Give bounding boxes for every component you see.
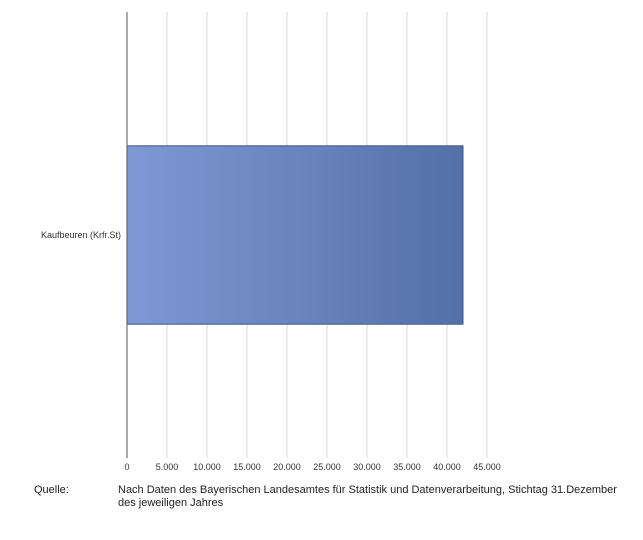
bar-chart: 0 5.000 10.000 15.000 20.000 25.000 30.000 35.0…	[41, 12, 501, 472]
x-tick-label: 35.000	[393, 462, 421, 472]
x-tick-label: 10.000	[193, 462, 221, 472]
x-tick-label: 30.000	[353, 462, 381, 472]
category-labels: Kaufbeuren (Krfr.St)	[41, 230, 121, 240]
source-text: Nach Daten des Bayerischen Landesamtes f…	[118, 484, 617, 509]
bar	[126, 145, 464, 325]
bars	[126, 145, 464, 325]
x-tick-label: 40.000	[433, 462, 461, 472]
x-tick-label: 15.000	[233, 462, 261, 472]
x-tick-label: 5.000	[156, 462, 179, 472]
x-tick-labels: 0 5.000 10.000 15.000 20.000 25.000 30.000 35.0…	[124, 462, 500, 472]
category-label: Kaufbeuren (Krfr.St)	[41, 230, 121, 240]
x-tick-label: 45.000	[473, 462, 501, 472]
source-label: Quelle:	[34, 484, 69, 496]
x-tick-label: 20.000	[273, 462, 301, 472]
x-tick-label: 25.000	[313, 462, 341, 472]
x-tick-label: 0	[124, 462, 129, 472]
